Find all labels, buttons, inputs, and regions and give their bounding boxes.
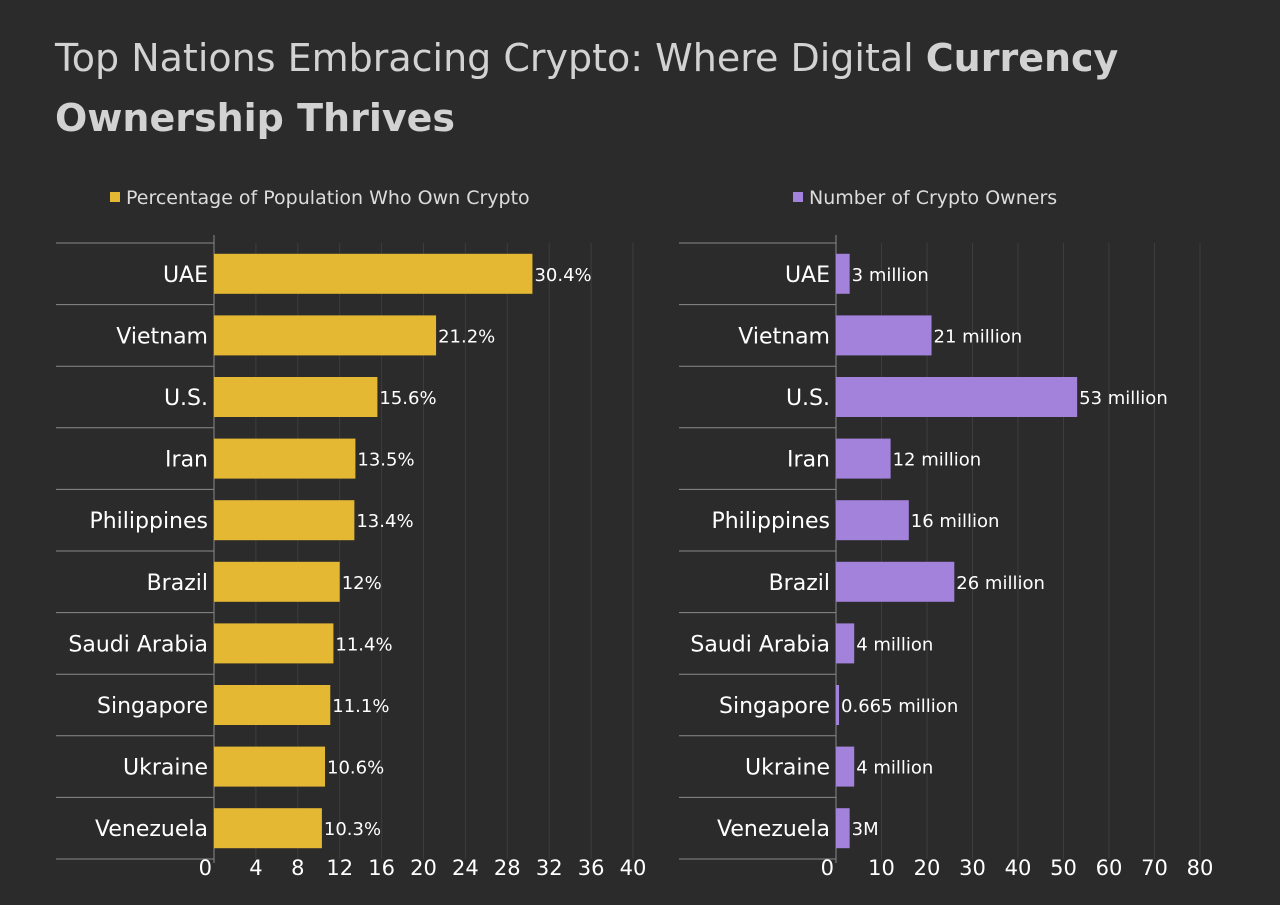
bar-percent-vietnam [214, 315, 437, 356]
data-label-owners: 12 million [893, 450, 982, 471]
tick-label-owners: 20 [914, 856, 941, 880]
category-label-owners: Ukraine [745, 756, 830, 781]
category-label-owners: UAE [785, 263, 830, 288]
bar-owners-uae [836, 253, 850, 294]
bar-percent-brazil [214, 561, 340, 602]
category-label-owners: Saudi Arabia [690, 632, 830, 657]
bar-owners-ukraine [836, 746, 855, 787]
tick-label-percent: 0 [199, 856, 212, 880]
legend-label-owners: Number of Crypto Owners [809, 187, 1057, 209]
category-label-owners: Iran [787, 448, 830, 473]
category-label-percent: Singapore [97, 694, 208, 719]
data-label-percent: 10.3% [324, 819, 381, 840]
bar-owners-u-s- [836, 377, 1078, 417]
bar-owners-philippines [836, 500, 909, 541]
chart-owners: Number of Crypto Owners UAE 3 million Vietn… [679, 187, 1213, 880]
category-label-owners: Venezuela [717, 817, 830, 842]
legend-label-percent: Percentage of Population Who Own Crypto [126, 187, 530, 209]
chart-percent: Percentage of Population Who Own Crypto U… [56, 187, 646, 880]
bar-owners-iran [836, 438, 891, 479]
bar-percent-philippines [214, 500, 355, 541]
bar-owners-vietnam [836, 315, 932, 356]
category-label-percent: Venezuela [95, 817, 208, 842]
tick-label-percent: 32 [536, 856, 563, 880]
category-label-percent: Saudi Arabia [68, 632, 208, 657]
data-label-percent: 30.4% [534, 265, 591, 286]
category-label-percent: Brazil [147, 571, 208, 596]
data-label-percent: 10.6% [327, 758, 384, 779]
tick-label-percent: 4 [249, 856, 262, 880]
tick-label-owners: 70 [1141, 856, 1168, 880]
tick-label-owners: 40 [1005, 856, 1032, 880]
bar-percent-singapore [214, 685, 331, 725]
category-label-percent: UAE [163, 263, 208, 288]
tick-label-percent: 40 [620, 856, 647, 880]
data-label-owners: 16 million [911, 511, 1000, 532]
bar-owners-brazil [836, 561, 955, 602]
bar-owners-saudi-arabia [836, 623, 855, 664]
data-label-owners: 0.665 million [841, 696, 958, 717]
tick-label-owners: 30 [959, 856, 986, 880]
tick-label-percent: 24 [452, 856, 479, 880]
data-label-owners: 26 million [956, 573, 1045, 594]
chart-title-bold: Currency Ownership Thrives [55, 36, 1119, 140]
tick-label-percent: 28 [494, 856, 521, 880]
tick-label-owners: 10 [868, 856, 895, 880]
bar-owners-singapore [836, 685, 840, 725]
tick-label-percent: 12 [326, 856, 353, 880]
category-label-percent: Iran [165, 448, 208, 473]
data-label-owners: 53 million [1079, 388, 1168, 409]
bar-percent-saudi-arabia [214, 623, 334, 664]
tick-label-owners: 60 [1096, 856, 1123, 880]
data-label-owners: 3M [852, 819, 879, 840]
tick-label-percent: 8 [291, 856, 304, 880]
data-label-percent: 15.6% [379, 388, 436, 409]
data-label-owners: 3 million [852, 265, 929, 286]
bar-percent-uae [214, 253, 533, 294]
chart-title-light: Top Nations Embracing Crypto: Where Digi… [55, 36, 926, 80]
category-label-owners: U.S. [786, 386, 830, 411]
chart-title: Top Nations Embracing Crypto: Where Digi… [55, 28, 1235, 148]
bar-percent-iran [214, 438, 356, 479]
bar-percent-u-s- [214, 377, 378, 417]
category-label-owners: Vietnam [738, 324, 830, 349]
category-label-owners: Philippines [711, 509, 830, 534]
tick-label-owners: 0 [821, 856, 834, 880]
data-label-owners: 21 million [934, 326, 1023, 347]
tick-label-owners: 80 [1187, 856, 1214, 880]
data-label-percent: 11.4% [335, 634, 392, 655]
category-label-percent: Philippines [89, 509, 208, 534]
bar-percent-ukraine [214, 746, 326, 787]
data-label-owners: 4 million [856, 758, 933, 779]
bar-percent-venezuela [214, 808, 322, 849]
category-label-owners: Singapore [719, 694, 830, 719]
category-label-percent: U.S. [164, 386, 208, 411]
tick-label-owners: 50 [1050, 856, 1077, 880]
data-label-percent: 12% [342, 573, 382, 594]
data-label-percent: 13.5% [357, 450, 414, 471]
legend-swatch-percent [110, 192, 120, 202]
bar-owners-venezuela [836, 808, 850, 849]
category-label-percent: Vietnam [116, 324, 208, 349]
category-label-percent: Ukraine [123, 756, 208, 781]
legend-swatch-owners [793, 192, 803, 202]
tick-label-percent: 20 [410, 856, 437, 880]
data-label-percent: 13.4% [356, 511, 413, 532]
data-label-owners: 4 million [856, 634, 933, 655]
category-label-owners: Brazil [769, 571, 830, 596]
tick-label-percent: 36 [578, 856, 605, 880]
data-label-percent: 21.2% [438, 326, 495, 347]
data-label-percent: 11.1% [332, 696, 389, 717]
tick-label-percent: 16 [368, 856, 395, 880]
